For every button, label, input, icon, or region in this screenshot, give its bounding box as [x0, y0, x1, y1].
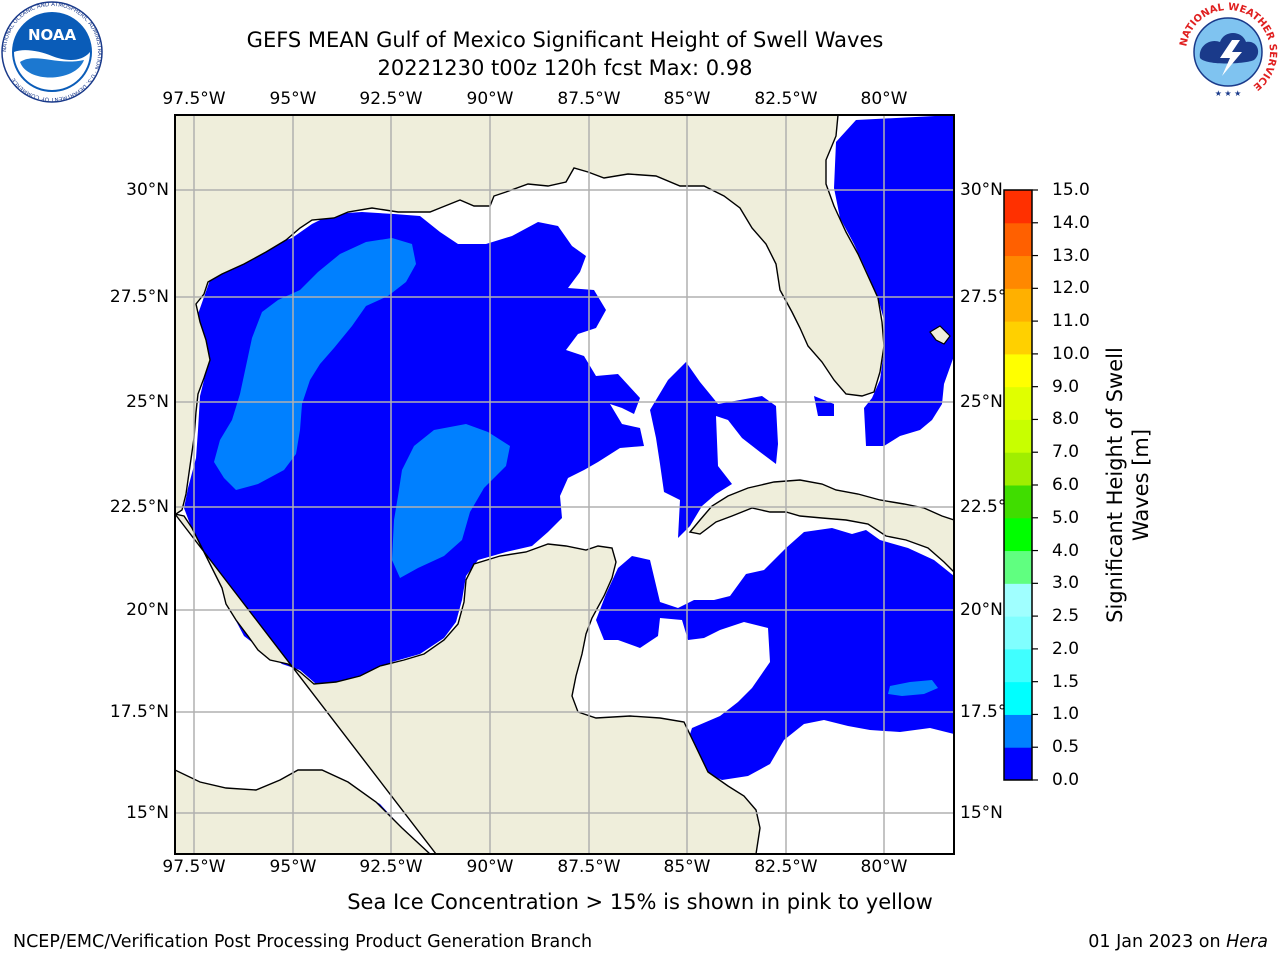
svg-text:★ ★ ★: ★ ★ ★ — [1215, 89, 1242, 98]
colorbar-band — [1004, 353, 1032, 388]
swell-mid-west — [214, 238, 416, 490]
footer-machine: Hera — [1226, 932, 1268, 952]
lon-label: 95°W — [269, 89, 317, 109]
sea-ice-note-text: Sea Ice Concentration > 15% is shown in … — [347, 890, 933, 914]
lon-label: 80°W — [860, 857, 908, 877]
colorbar-band — [1004, 714, 1032, 748]
noaa-logo-text: NOAA — [28, 26, 77, 44]
colorbar-band — [1004, 616, 1032, 650]
lon-label: 97.5°W — [162, 857, 226, 877]
land-bahamas — [929, 325, 951, 345]
colorbar-tick-label: 10.0 — [1052, 343, 1090, 364]
colorbar-tick-label: 11.0 — [1052, 311, 1090, 332]
colorbar-band — [1004, 288, 1032, 322]
sea-ice-note: Sea Ice Concentration > 15% is shown in … — [0, 890, 1280, 914]
colorbar-tick-label: 12.0 — [1052, 278, 1090, 299]
lon-label: 80°W — [860, 89, 908, 109]
colorbar-tick-label: 5.0 — [1052, 507, 1080, 528]
colorbar-band — [1004, 386, 1032, 420]
colorbar-tick-label: 0.5 — [1052, 737, 1080, 758]
colorbar-title-line-2: Waves [m] — [1129, 428, 1153, 542]
colorbar-tick-label: 1.0 — [1052, 704, 1080, 725]
colorbar-title: Significant Height of Swell Waves [m] — [1102, 275, 1154, 695]
lat-label: 20°N — [960, 600, 1003, 620]
colorbar-band — [1004, 648, 1032, 683]
lon-label: 87.5°W — [557, 857, 621, 877]
lon-label: 92.5°W — [359, 857, 423, 877]
swell-field-keys — [814, 396, 834, 416]
colorbar-band — [1004, 452, 1032, 486]
swell-field-caribbean — [596, 528, 954, 780]
map-frame — [174, 114, 955, 855]
lat-label: 17.5°N — [109, 702, 169, 722]
land-north-america — [175, 115, 885, 515]
colorbar-tick-label: 2.0 — [1052, 638, 1080, 659]
footer-date-text: 01 Jan 2023 on — [1088, 932, 1227, 952]
lat-label: 30°N — [960, 180, 1003, 200]
noaa-logo: NOAA NATIONAL OCEANIC AND ATMOSPHERIC AD… — [1, 1, 103, 103]
land-mexico — [175, 513, 761, 854]
lat-label: 15°N — [960, 803, 1003, 823]
swell-field-atlantic — [834, 115, 954, 446]
lon-label: 82.5°W — [754, 89, 818, 109]
lon-label: 95°W — [269, 857, 317, 877]
colorbar-tick-label: 8.0 — [1052, 409, 1080, 430]
colorbar-tick-label: 2.5 — [1052, 606, 1080, 627]
colorbar-tick-label: 1.5 — [1052, 671, 1080, 692]
lon-label: 82.5°W — [754, 857, 818, 877]
colorbar-tick-label: 4.0 — [1052, 540, 1080, 561]
title-line-1: GEFS MEAN Gulf of Mexico Significant Hei… — [246, 28, 884, 52]
colorbar — [1003, 189, 1038, 781]
footer-date: 01 Jan 2023 on Hera — [1088, 932, 1268, 952]
colorbar-band — [1004, 550, 1032, 584]
lon-label: 92.5°W — [359, 89, 423, 109]
colorbar-band — [1004, 190, 1032, 224]
nws-logo: NATIONAL WEATHER SERVICE ★ ★ ★ — [1178, 2, 1278, 100]
swell-mid-center — [392, 424, 510, 578]
colorbar-band — [1004, 747, 1032, 781]
colorbar-band — [1004, 681, 1032, 715]
colorbar-band — [1004, 255, 1032, 289]
colorbar-title-line-1: Significant Height of Swell — [1103, 347, 1127, 623]
lat-label: 27.5°N — [109, 287, 169, 307]
lon-label: 90°W — [466, 89, 514, 109]
colorbar-band — [1004, 321, 1032, 355]
colorbar-tick-label: 3.0 — [1052, 573, 1080, 594]
lat-label: 30°N — [126, 180, 169, 200]
lon-label: 85°W — [663, 857, 711, 877]
colorbar-band — [1004, 517, 1032, 552]
colorbar-band — [1004, 583, 1032, 617]
colorbar-tick-label: 0.0 — [1052, 770, 1080, 790]
colorbar-tick-label: 14.0 — [1052, 212, 1090, 233]
chart-title: GEFS MEAN Gulf of Mexico Significant Hei… — [0, 26, 1130, 82]
colorbar-tick-label: 6.0 — [1052, 475, 1080, 495]
lon-label: 90°W — [466, 857, 514, 877]
title-line-2: 20221230 t00z 120h fcst Max: 0.98 — [377, 56, 753, 80]
lon-label: 87.5°W — [557, 89, 621, 109]
lon-label: 97.5°W — [162, 89, 226, 109]
colorbar-band — [1004, 222, 1032, 257]
colorbar-band — [1004, 419, 1032, 453]
lat-label: 15°N — [126, 803, 169, 823]
lon-label: 85°W — [663, 89, 711, 109]
lat-label: 20°N — [126, 600, 169, 620]
colorbar-tick-label: 15.0 — [1052, 180, 1090, 200]
lat-label: 22.5°N — [109, 497, 169, 517]
colorbar-tick-label: 13.0 — [1052, 245, 1090, 266]
colorbar-tick-label: 9.0 — [1052, 376, 1080, 397]
graticule — [175, 115, 954, 854]
land-cuba — [688, 479, 954, 573]
lat-label: 25°N — [126, 392, 169, 412]
swell-mid-caribbean — [888, 680, 938, 696]
lat-label: 25°N — [960, 392, 1003, 412]
swell-field-east — [650, 362, 778, 538]
colorbar-tick-label: 7.0 — [1052, 442, 1080, 463]
colorbar-band — [1004, 485, 1032, 519]
footer-credit: NCEP/EMC/Verification Post Processing Pr… — [13, 932, 593, 952]
